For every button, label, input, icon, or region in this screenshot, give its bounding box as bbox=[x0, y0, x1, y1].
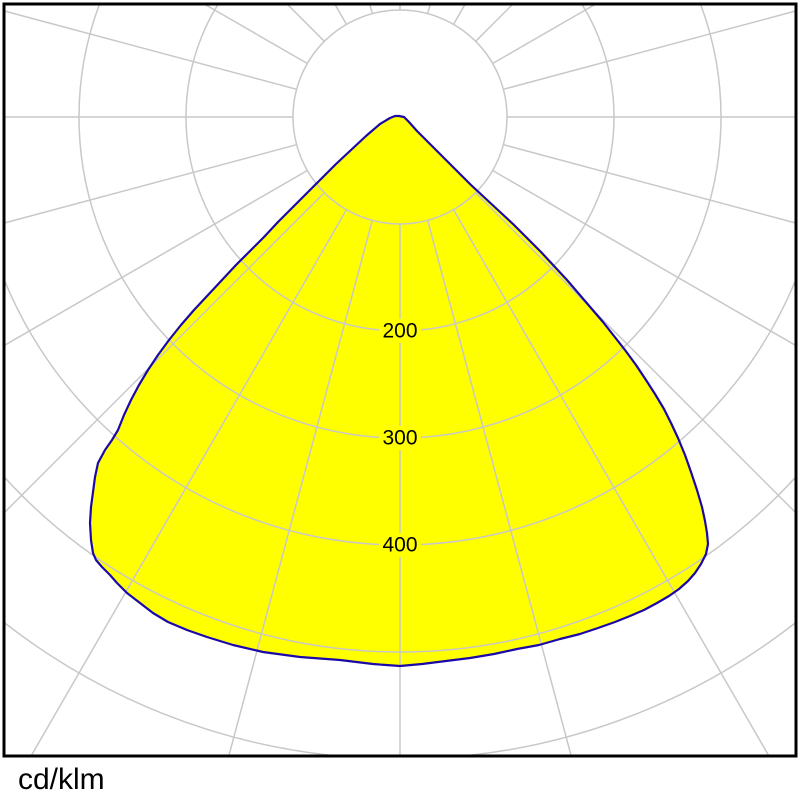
ring-label-200: 200 bbox=[382, 320, 417, 343]
beam-lobe-fill bbox=[90, 116, 708, 666]
ring-label-300: 300 bbox=[382, 427, 417, 450]
beam-lobe-outline bbox=[88, 114, 710, 668]
unit-label: cd/klm bbox=[18, 763, 105, 796]
ring-label-400: 400 bbox=[382, 534, 417, 557]
plot-frame bbox=[2, 2, 798, 758]
ring-value-labels: 200 300 400 bbox=[379, 319, 421, 557]
